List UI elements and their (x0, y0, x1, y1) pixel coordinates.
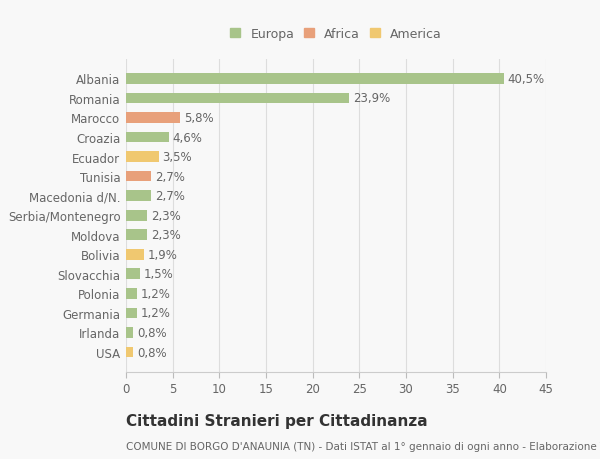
Text: 1,5%: 1,5% (144, 268, 173, 281)
Text: 23,9%: 23,9% (353, 92, 390, 105)
Bar (126, 288, 137, 299)
Bar (126, 327, 133, 338)
Text: 2,7%: 2,7% (155, 190, 185, 203)
Text: 0,8%: 0,8% (137, 346, 167, 359)
Text: 1,9%: 1,9% (148, 248, 178, 261)
Text: 5,8%: 5,8% (184, 112, 214, 125)
Text: COMUNE DI BORGO D'ANAUNIA (TN) - Dati ISTAT al 1° gennaio di ogni anno - Elabora: COMUNE DI BORGO D'ANAUNIA (TN) - Dati IS… (126, 441, 600, 451)
Legend: Europa, Africa, America: Europa, Africa, America (228, 25, 444, 43)
Bar (126, 191, 151, 202)
Bar (126, 308, 137, 319)
Bar (126, 210, 148, 221)
Bar (126, 171, 151, 182)
Text: 1,2%: 1,2% (141, 287, 171, 300)
Bar (126, 347, 133, 358)
Bar (126, 93, 349, 104)
Text: 2,3%: 2,3% (151, 209, 181, 222)
Text: 1,2%: 1,2% (141, 307, 171, 320)
Bar (126, 132, 169, 143)
Bar (126, 249, 144, 260)
Bar (126, 269, 140, 280)
Bar (126, 113, 180, 123)
Text: Cittadini Stranieri per Cittadinanza: Cittadini Stranieri per Cittadinanza (126, 413, 428, 428)
Text: 0,8%: 0,8% (137, 326, 167, 339)
Text: 3,5%: 3,5% (163, 151, 192, 164)
Bar (126, 74, 504, 84)
Text: 2,7%: 2,7% (155, 170, 185, 183)
Text: 2,3%: 2,3% (151, 229, 181, 242)
Text: 4,6%: 4,6% (173, 131, 203, 144)
Bar (126, 152, 158, 162)
Bar (126, 230, 148, 241)
Text: 40,5%: 40,5% (508, 73, 545, 86)
